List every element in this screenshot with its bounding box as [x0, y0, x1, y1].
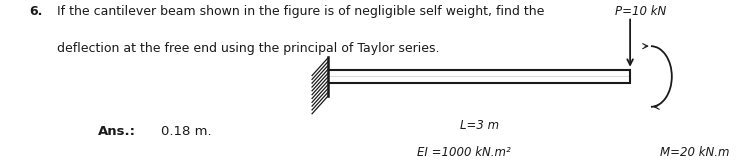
Text: Ans.:: Ans.:: [97, 125, 136, 138]
Text: If the cantilever beam shown in the figure is of negligible self weight, find th: If the cantilever beam shown in the figu…: [57, 5, 544, 18]
Text: 0.18 m.: 0.18 m.: [161, 125, 211, 138]
Text: L=3 m: L=3 m: [460, 119, 499, 132]
Text: M=20 kN.m: M=20 kN.m: [660, 146, 730, 159]
Text: deflection at the free end using the principal of Taylor series.: deflection at the free end using the pri…: [57, 42, 439, 55]
Text: 6.: 6.: [29, 5, 43, 18]
Text: EI =1000 kN.m²: EI =1000 kN.m²: [417, 146, 512, 159]
Text: P=10 kN: P=10 kN: [615, 5, 667, 18]
